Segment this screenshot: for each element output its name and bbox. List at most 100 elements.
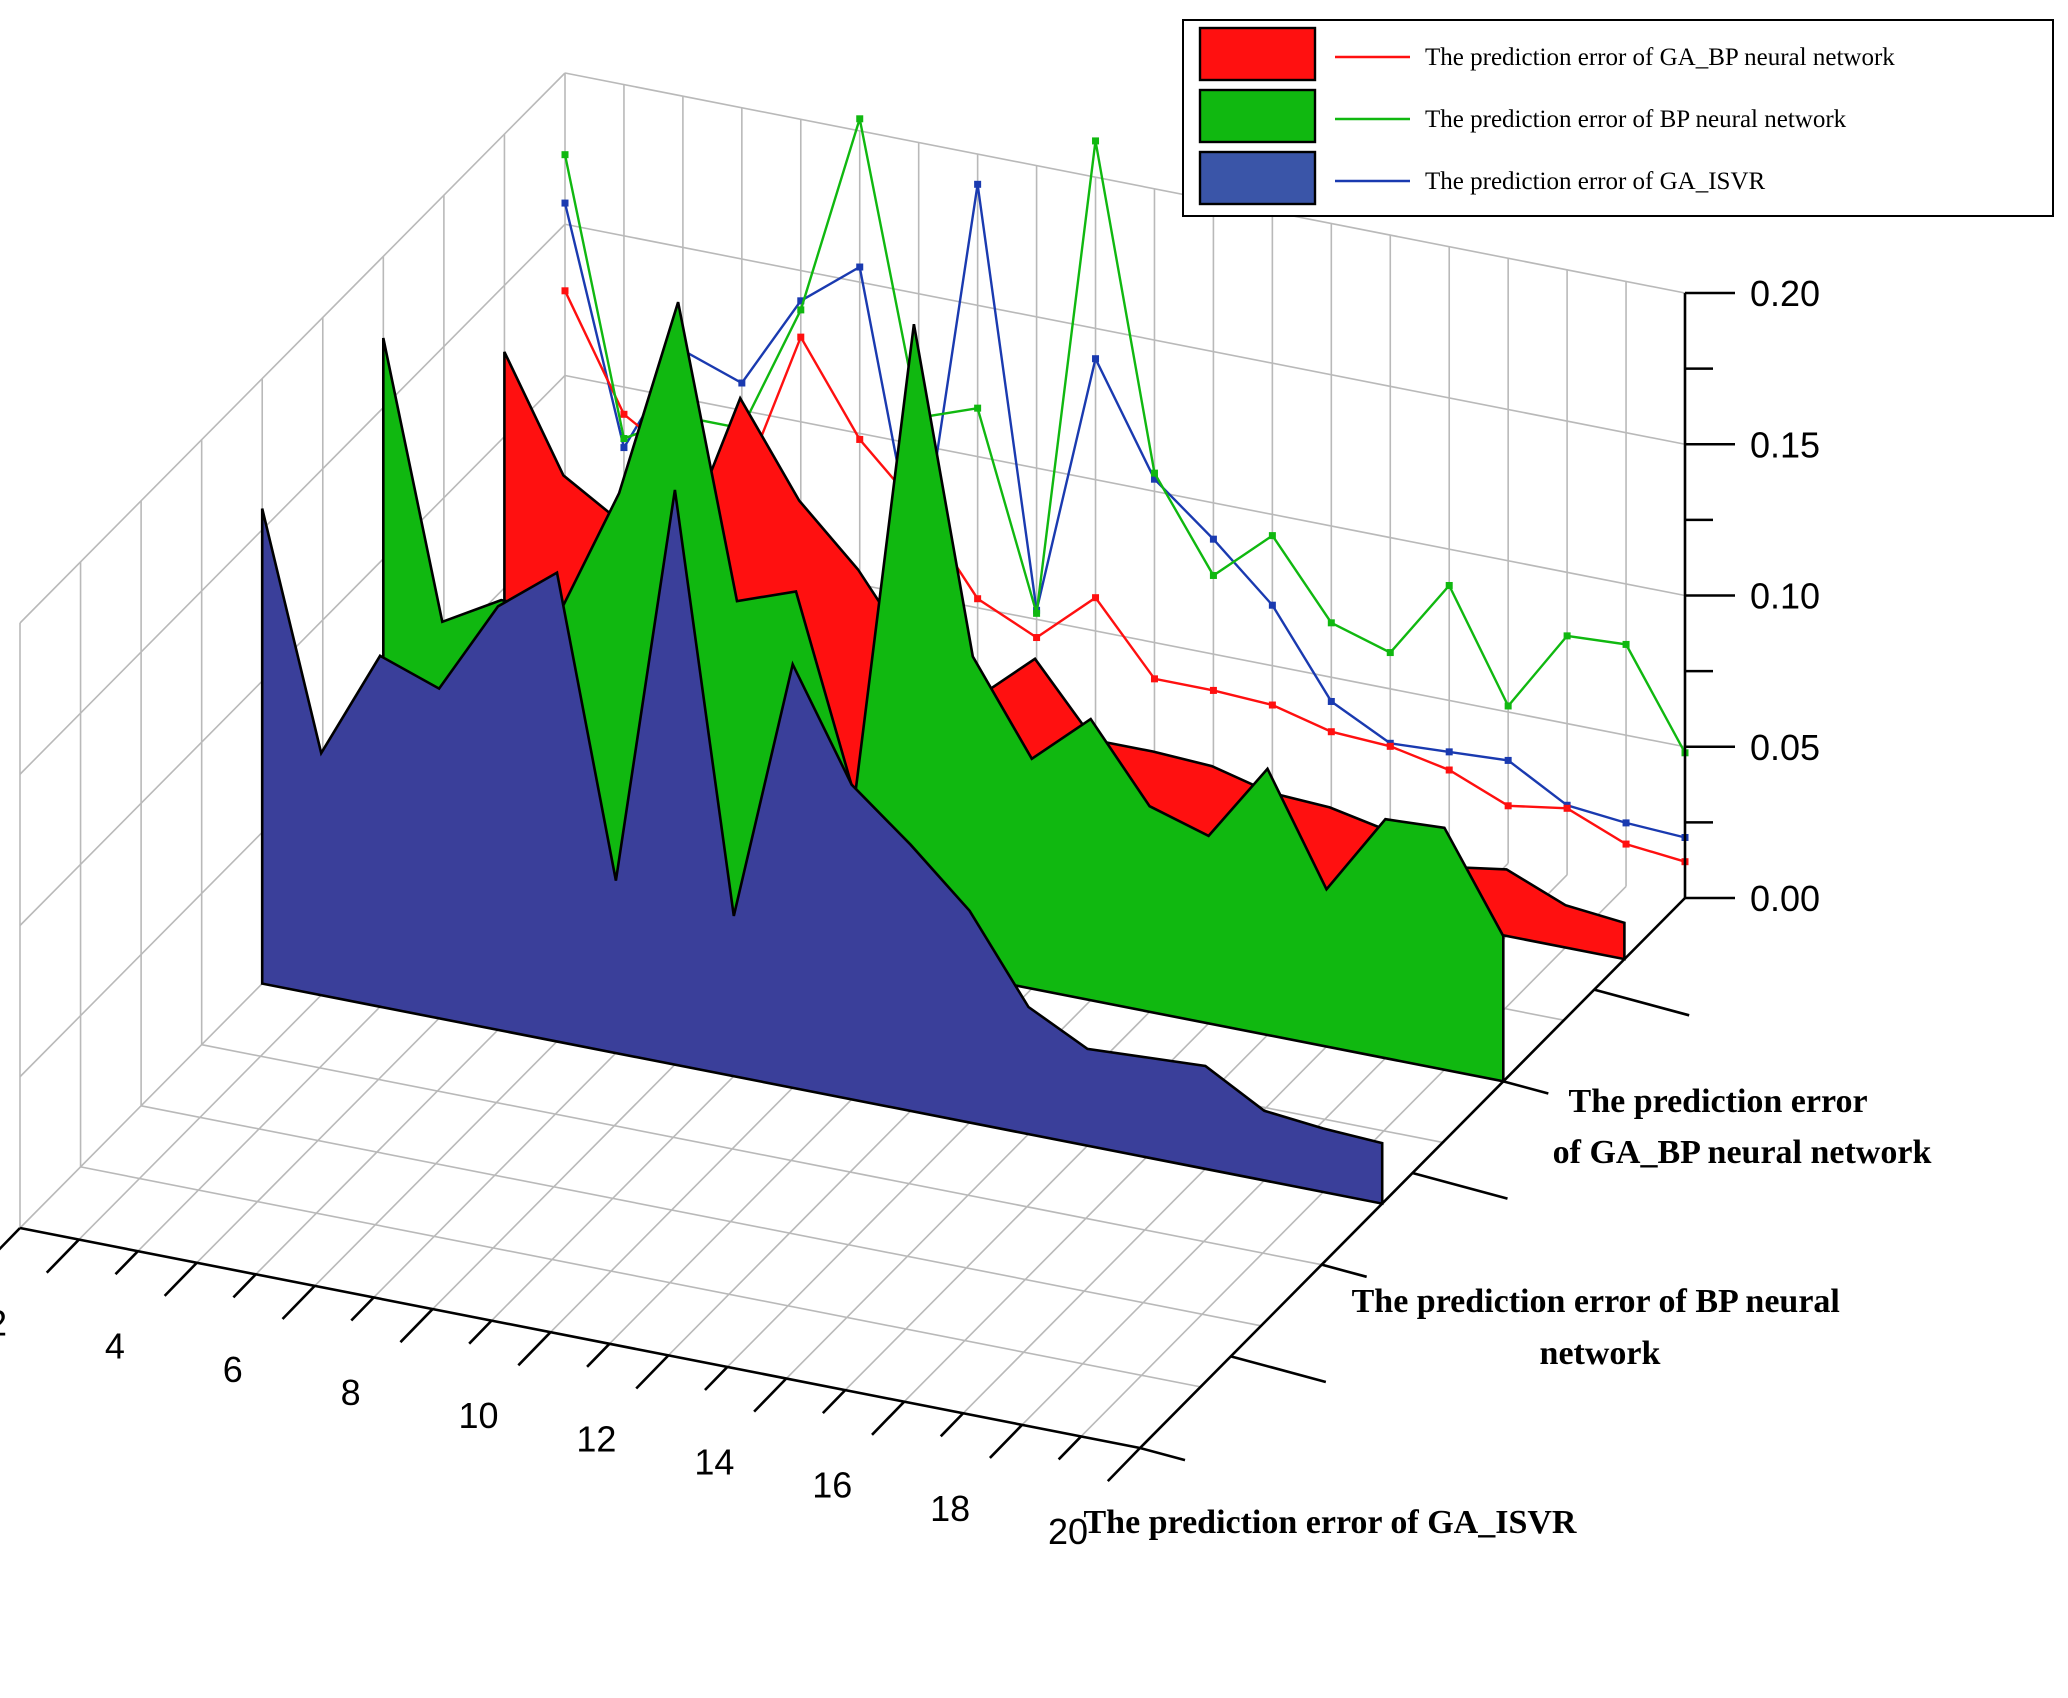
series-axis-tick [1139,1446,1186,1462]
series-area [260,489,1384,1206]
axes [0,291,1735,1483]
projection-point [1327,697,1335,705]
projection-point [620,435,628,443]
left-grid-hline [19,72,566,624]
projection-point [1504,756,1512,764]
projection-point [1445,748,1453,756]
series-axis-label-bp: The prediction error of BP neural networ… [1352,1283,1849,1372]
z-tick-label: 0.10 [1750,576,1820,617]
legend-entry-ga-isvr: The prediction error of GA_ISVR [1198,150,1766,206]
projection-point [1268,701,1276,709]
projection-point [974,180,982,188]
legend-area-swatch [1198,26,1317,82]
z-axis-tick-labels: 0.00 0.05 0.10 0.15 0.20 [1750,273,1820,919]
projection-point [1209,686,1217,694]
series-axis-label-line: of GA_BP neural network [1553,1134,1932,1171]
projection-point [1327,728,1335,736]
legend: The prediction error of GA_BP neural net… [1182,19,2054,217]
series-axis-label-line: The prediction error of GA_ISVR [1084,1504,1577,1541]
projection-point [1268,601,1276,609]
projection-point [1092,355,1100,363]
projection-point [1033,609,1041,617]
series-axis-label-line: The prediction error [1569,1083,1868,1120]
projection-point [1386,742,1394,750]
projection-point [797,297,805,305]
legend-area-swatch [1198,88,1317,144]
x-tick-label: 8 [341,1372,361,1413]
projection-point [1150,469,1158,477]
projection-point [1150,475,1158,483]
x-tick-label: 10 [459,1395,499,1436]
legend-entry-ga-bp: The prediction error of GA_BP neural net… [1198,26,1895,82]
x-tick-label: 20 [1048,1511,1088,1552]
x-tick-label: 14 [694,1442,734,1483]
legend-label: The prediction error of GA_BP neural net… [1425,44,1895,71]
projection-point [1209,535,1217,543]
x-axis-tick [468,1319,493,1345]
legend-label: The prediction error of GA_ISVR [1425,168,1766,195]
series-axis-label-ga-isvr: The prediction error of GA_ISVR [1084,1504,1577,1541]
projection-point [620,444,628,452]
x-tick-label: 4 [105,1326,125,1367]
floor-grid-line [140,1104,1262,1327]
x-axis-tick [871,1400,906,1436]
series-axis-label-line: The prediction error of BP neural [1352,1283,1840,1320]
projection-point [974,595,982,603]
x-axis-tick [517,1331,552,1367]
projection-point [1033,634,1041,642]
series-axis-tick [1321,1263,1368,1279]
projection-point [1504,802,1512,810]
back-grid-hline [564,223,1686,446]
projection-point [738,379,746,387]
projection-point [856,435,864,443]
x-axis-tick [114,1250,139,1276]
left-grid-hline [19,223,566,775]
legend-box [1182,19,2054,217]
series-axis-tick [1230,1355,1327,1384]
projection-point [1622,819,1630,827]
z-tick-label: 0.15 [1750,424,1820,465]
projection-point [561,199,569,207]
x-axis-tick [821,1389,847,1415]
projection-point [974,404,982,412]
x-axis-tick [0,1227,21,1251]
projection-point [1209,571,1217,579]
projection-point [1092,594,1100,602]
x-axis-tick-labels: 2 4 6 8 10 12 14 16 18 20 [0,1303,1088,1552]
x-tick-label: 6 [223,1349,243,1390]
x-axis-tick [232,1273,257,1299]
x-axis-tick [45,1238,80,1274]
projection-point [1504,702,1512,710]
series-axis-tick [1593,988,1690,1017]
x-axis-line [19,1226,1141,1450]
legend-label: The prediction error of BP neural networ… [1425,106,1847,133]
floor-grid-line [201,1043,1322,1266]
series-areas [260,301,1626,1206]
z-tick-label: 0.05 [1750,727,1820,768]
x-axis-tick [988,1423,1024,1459]
x-axis-tick [281,1284,316,1320]
projection-point [620,410,628,418]
x-axis-tick [350,1296,375,1322]
projection-point [797,333,805,341]
series-axis-tick [1412,1171,1508,1200]
x-tick-label: 12 [576,1418,616,1459]
projection-line [563,118,1687,754]
x-tick-label: 18 [930,1488,970,1529]
projection-point [1622,640,1630,648]
x-axis-tick [753,1377,788,1413]
legend-entry-bp: The prediction error of BP neural networ… [1198,88,1847,144]
projection-point [1092,137,1100,145]
projection-point [1150,675,1158,683]
projection-line [563,184,1686,839]
legend-area-swatch [1198,150,1317,206]
projection-point [561,151,569,159]
series-axis-label-line: network [1540,1335,1661,1372]
projection-point [561,287,569,295]
back-grid-hline [564,374,1686,597]
z-tick-label: 0.00 [1750,878,1820,919]
x-axis-tick [704,1366,729,1391]
projection-point [1563,804,1571,812]
series-axis-tick [1502,1080,1549,1095]
x-axis-tick [1057,1435,1082,1461]
